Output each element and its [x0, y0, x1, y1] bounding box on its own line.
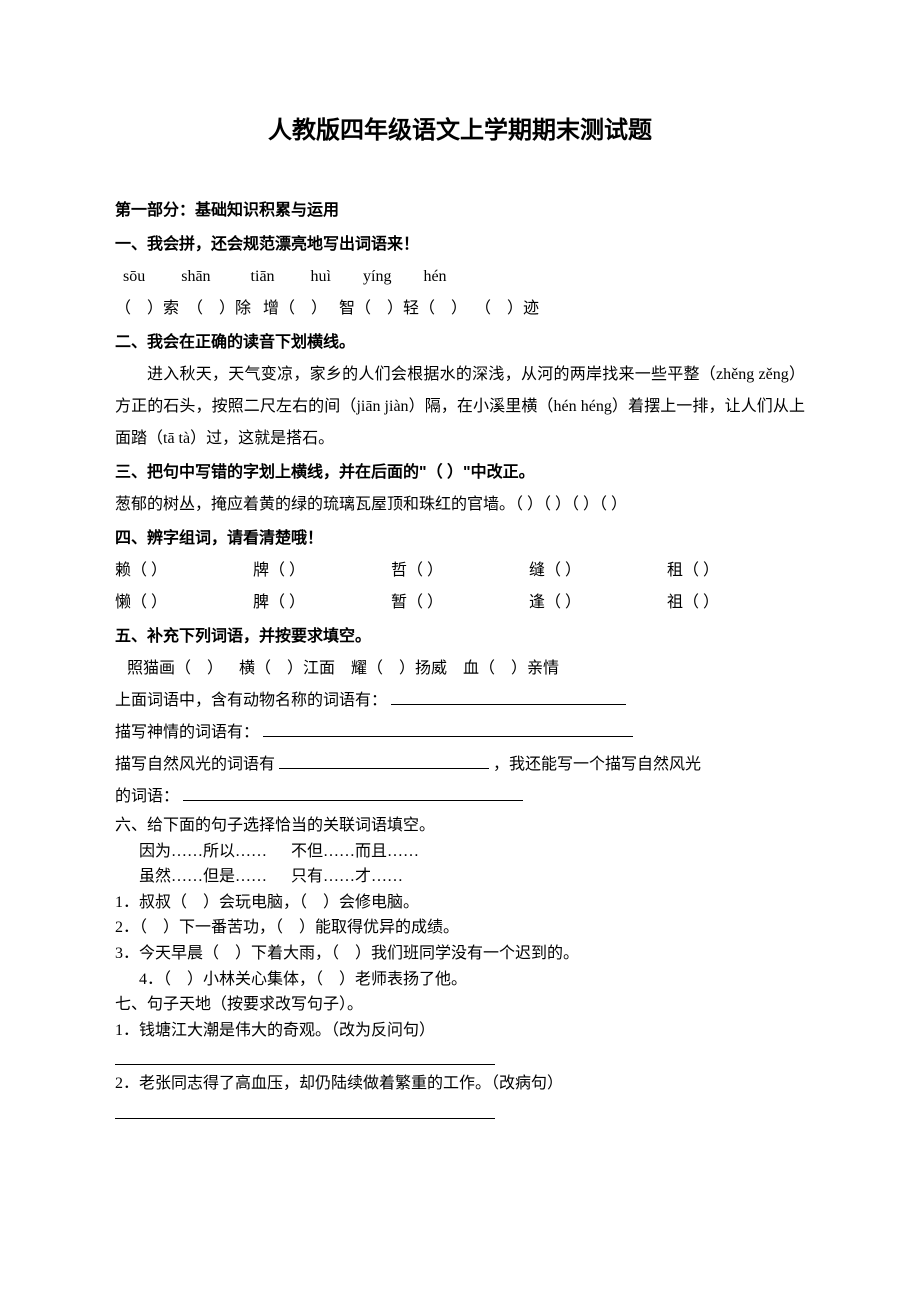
q5-line4-label-b: ，我还能写一个描写自然风光 [493, 756, 701, 773]
q5-line3-label: 描写神情的词语有： [115, 724, 259, 741]
q7-sentence-2: 2．老张同志得了高血压，却仍陆续做着繁重的工作。（改病句） [115, 1071, 805, 1097]
q6-header: 六、给下面的句子选择恰当的关联词语填空。 [115, 813, 805, 839]
q4-cell: 哲（ ） [391, 555, 529, 587]
q5-line2: 上面词语中，含有动物名称的词语有： [115, 685, 805, 717]
q5-line5-label: 的词语： [115, 788, 179, 805]
answer-line[interactable] [115, 1047, 495, 1065]
fill-blank[interactable] [263, 721, 633, 737]
q4-cell: 逢（ ） [529, 587, 667, 619]
answer-line[interactable] [115, 1101, 495, 1119]
q5-line4-label-a: 描写自然风光的词语有 [115, 756, 275, 773]
q5-line3: 描写神情的词语有： [115, 717, 805, 749]
q7-sentence-1: 1．钱塘江大潮是伟大的奇观。（改为反问句） [115, 1018, 805, 1044]
q5-line4: 描写自然风光的词语有 ，我还能写一个描写自然风光 [115, 749, 805, 781]
q6-sentence-1: 1．叔叔（ ）会玩电脑，（ ）会修电脑。 [115, 890, 805, 916]
q6-sentence-2: 2．（ ）下一番苦功，（ ）能取得优异的成绩。 [115, 915, 805, 941]
document-title: 人教版四年级语文上学期期末测试题 [115, 110, 805, 145]
fill-blank[interactable] [279, 753, 489, 769]
q7-header: 七、句子天地（按要求改写句子）。 [115, 992, 805, 1018]
q4-cell: 缝（ ） [529, 555, 667, 587]
q2-header: 二、我会在正确的读音下划横线。 [115, 327, 805, 359]
fill-blank[interactable] [391, 689, 626, 705]
q6-options-2: 虽然……但是…… 只有……才…… [115, 864, 805, 890]
q4-cell: 懒（ ） [115, 587, 253, 619]
q4-cell: 暂（ ） [391, 587, 529, 619]
q5-header: 五、补充下列词语，并按要求填空。 [115, 621, 805, 653]
q6-options-1: 因为……所以…… 不但……而且…… [115, 839, 805, 865]
part1-header: 第一部分：基础知识积累与运用 [115, 195, 805, 227]
q4-cell: 赖（ ） [115, 555, 253, 587]
q5-line5: 的词语： [115, 781, 805, 813]
q6-sentence-4: 4．（ ）小林关心集体，（ ）老师表扬了他。 [115, 967, 805, 993]
q3-header: 三、把句中写错的字划上横线，并在后面的"（ ）"中改正。 [115, 457, 805, 489]
q4-header: 四、辨字组词，请看清楚哦！ [115, 523, 805, 555]
q1-header: 一、我会拼，还会规范漂亮地写出词语来！ [115, 229, 805, 261]
q1-hanzi-row: （ ）索 （ ）除 增（ ） 智（ ）轻（ ） （ ）迹 [115, 293, 805, 325]
q4-cell: 脾（ ） [253, 587, 391, 619]
q4-row1: 赖（ ） 牌（ ） 哲（ ） 缝（ ） 租（ ） [115, 555, 805, 587]
q4-cell: 牌（ ） [253, 555, 391, 587]
q4-row2: 懒（ ） 脾（ ） 暂（ ） 逢（ ） 祖（ ） [115, 587, 805, 619]
q3-text: 葱郁的树丛，掩应着黄的绿的琉璃瓦屋顶和珠红的官墙。（ ）（ ）（ ）（ ） [115, 489, 805, 521]
q4-cell: 祖（ ） [667, 587, 805, 619]
q2-text: 进入秋天，天气变凉，家乡的人们会根据水的深浅，从河的两岸找来一些平整（zhěng… [115, 359, 805, 455]
q4-cell: 租（ ） [667, 555, 805, 587]
q5-line2-label: 上面词语中，含有动物名称的词语有： [115, 692, 387, 709]
q1-pinyin-row: sōu shān tiān huì yíng hén [115, 261, 805, 293]
q6-sentence-3: 3．今天早晨（ ）下着大雨，（ ）我们班同学没有一个迟到的。 [115, 941, 805, 967]
fill-blank[interactable] [183, 785, 523, 801]
q5-line1: 照猫画（ ） 横（ ）江面 耀（ ）扬威 血（ ）亲情 [115, 653, 805, 685]
